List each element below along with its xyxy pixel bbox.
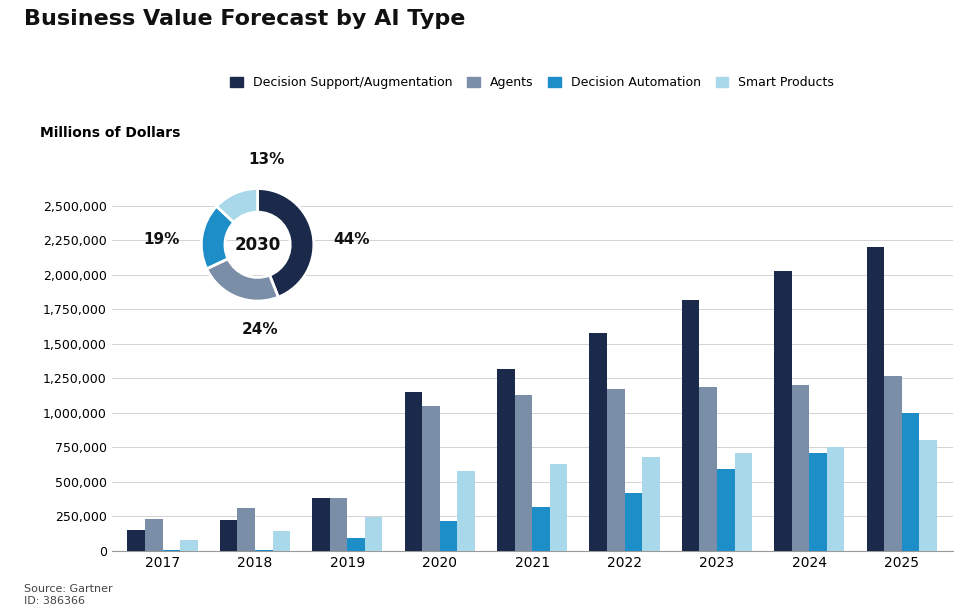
Bar <box>625 493 642 551</box>
Bar <box>867 247 885 551</box>
Bar <box>404 392 422 551</box>
Bar <box>717 469 735 551</box>
Text: 2030: 2030 <box>234 236 281 254</box>
Bar <box>827 447 845 551</box>
Bar <box>439 521 458 551</box>
Text: Source: Gartner
ID: 386366: Source: Gartner ID: 386366 <box>24 584 113 606</box>
Legend: Decision Support/Augmentation, Agents, Decision Automation, Smart Products: Decision Support/Augmentation, Agents, D… <box>226 72 839 94</box>
Bar <box>312 498 330 551</box>
Text: 13%: 13% <box>248 152 284 167</box>
Bar <box>162 550 180 551</box>
Bar <box>700 387 717 551</box>
Bar <box>589 333 607 551</box>
Bar <box>180 540 197 551</box>
Bar <box>127 530 145 551</box>
Bar <box>607 389 625 551</box>
Bar <box>775 271 792 551</box>
Text: Millions of Dollars: Millions of Dollars <box>40 126 181 140</box>
Bar <box>364 517 383 551</box>
Bar <box>920 441 937 551</box>
Bar <box>681 300 700 551</box>
Bar <box>497 368 514 551</box>
Wedge shape <box>201 206 234 269</box>
Bar <box>642 457 660 551</box>
Text: Business Value Forecast by AI Type: Business Value Forecast by AI Type <box>24 9 466 29</box>
Bar <box>810 453 827 551</box>
Bar <box>347 538 364 551</box>
Wedge shape <box>258 188 314 297</box>
Wedge shape <box>217 188 258 222</box>
Bar <box>532 507 550 551</box>
Text: 19%: 19% <box>144 232 180 247</box>
Bar <box>330 498 347 551</box>
Bar <box>514 395 532 551</box>
Bar <box>458 471 475 551</box>
Bar <box>145 519 162 551</box>
Text: 24%: 24% <box>242 323 279 337</box>
Bar <box>792 385 810 551</box>
Bar <box>237 508 255 551</box>
Bar <box>272 531 290 551</box>
Bar <box>885 376 902 551</box>
Bar <box>220 520 237 551</box>
Bar <box>422 406 439 551</box>
Wedge shape <box>207 259 278 301</box>
Bar <box>902 413 920 551</box>
Text: 44%: 44% <box>333 232 370 247</box>
Bar <box>550 464 568 551</box>
Bar <box>735 453 752 551</box>
